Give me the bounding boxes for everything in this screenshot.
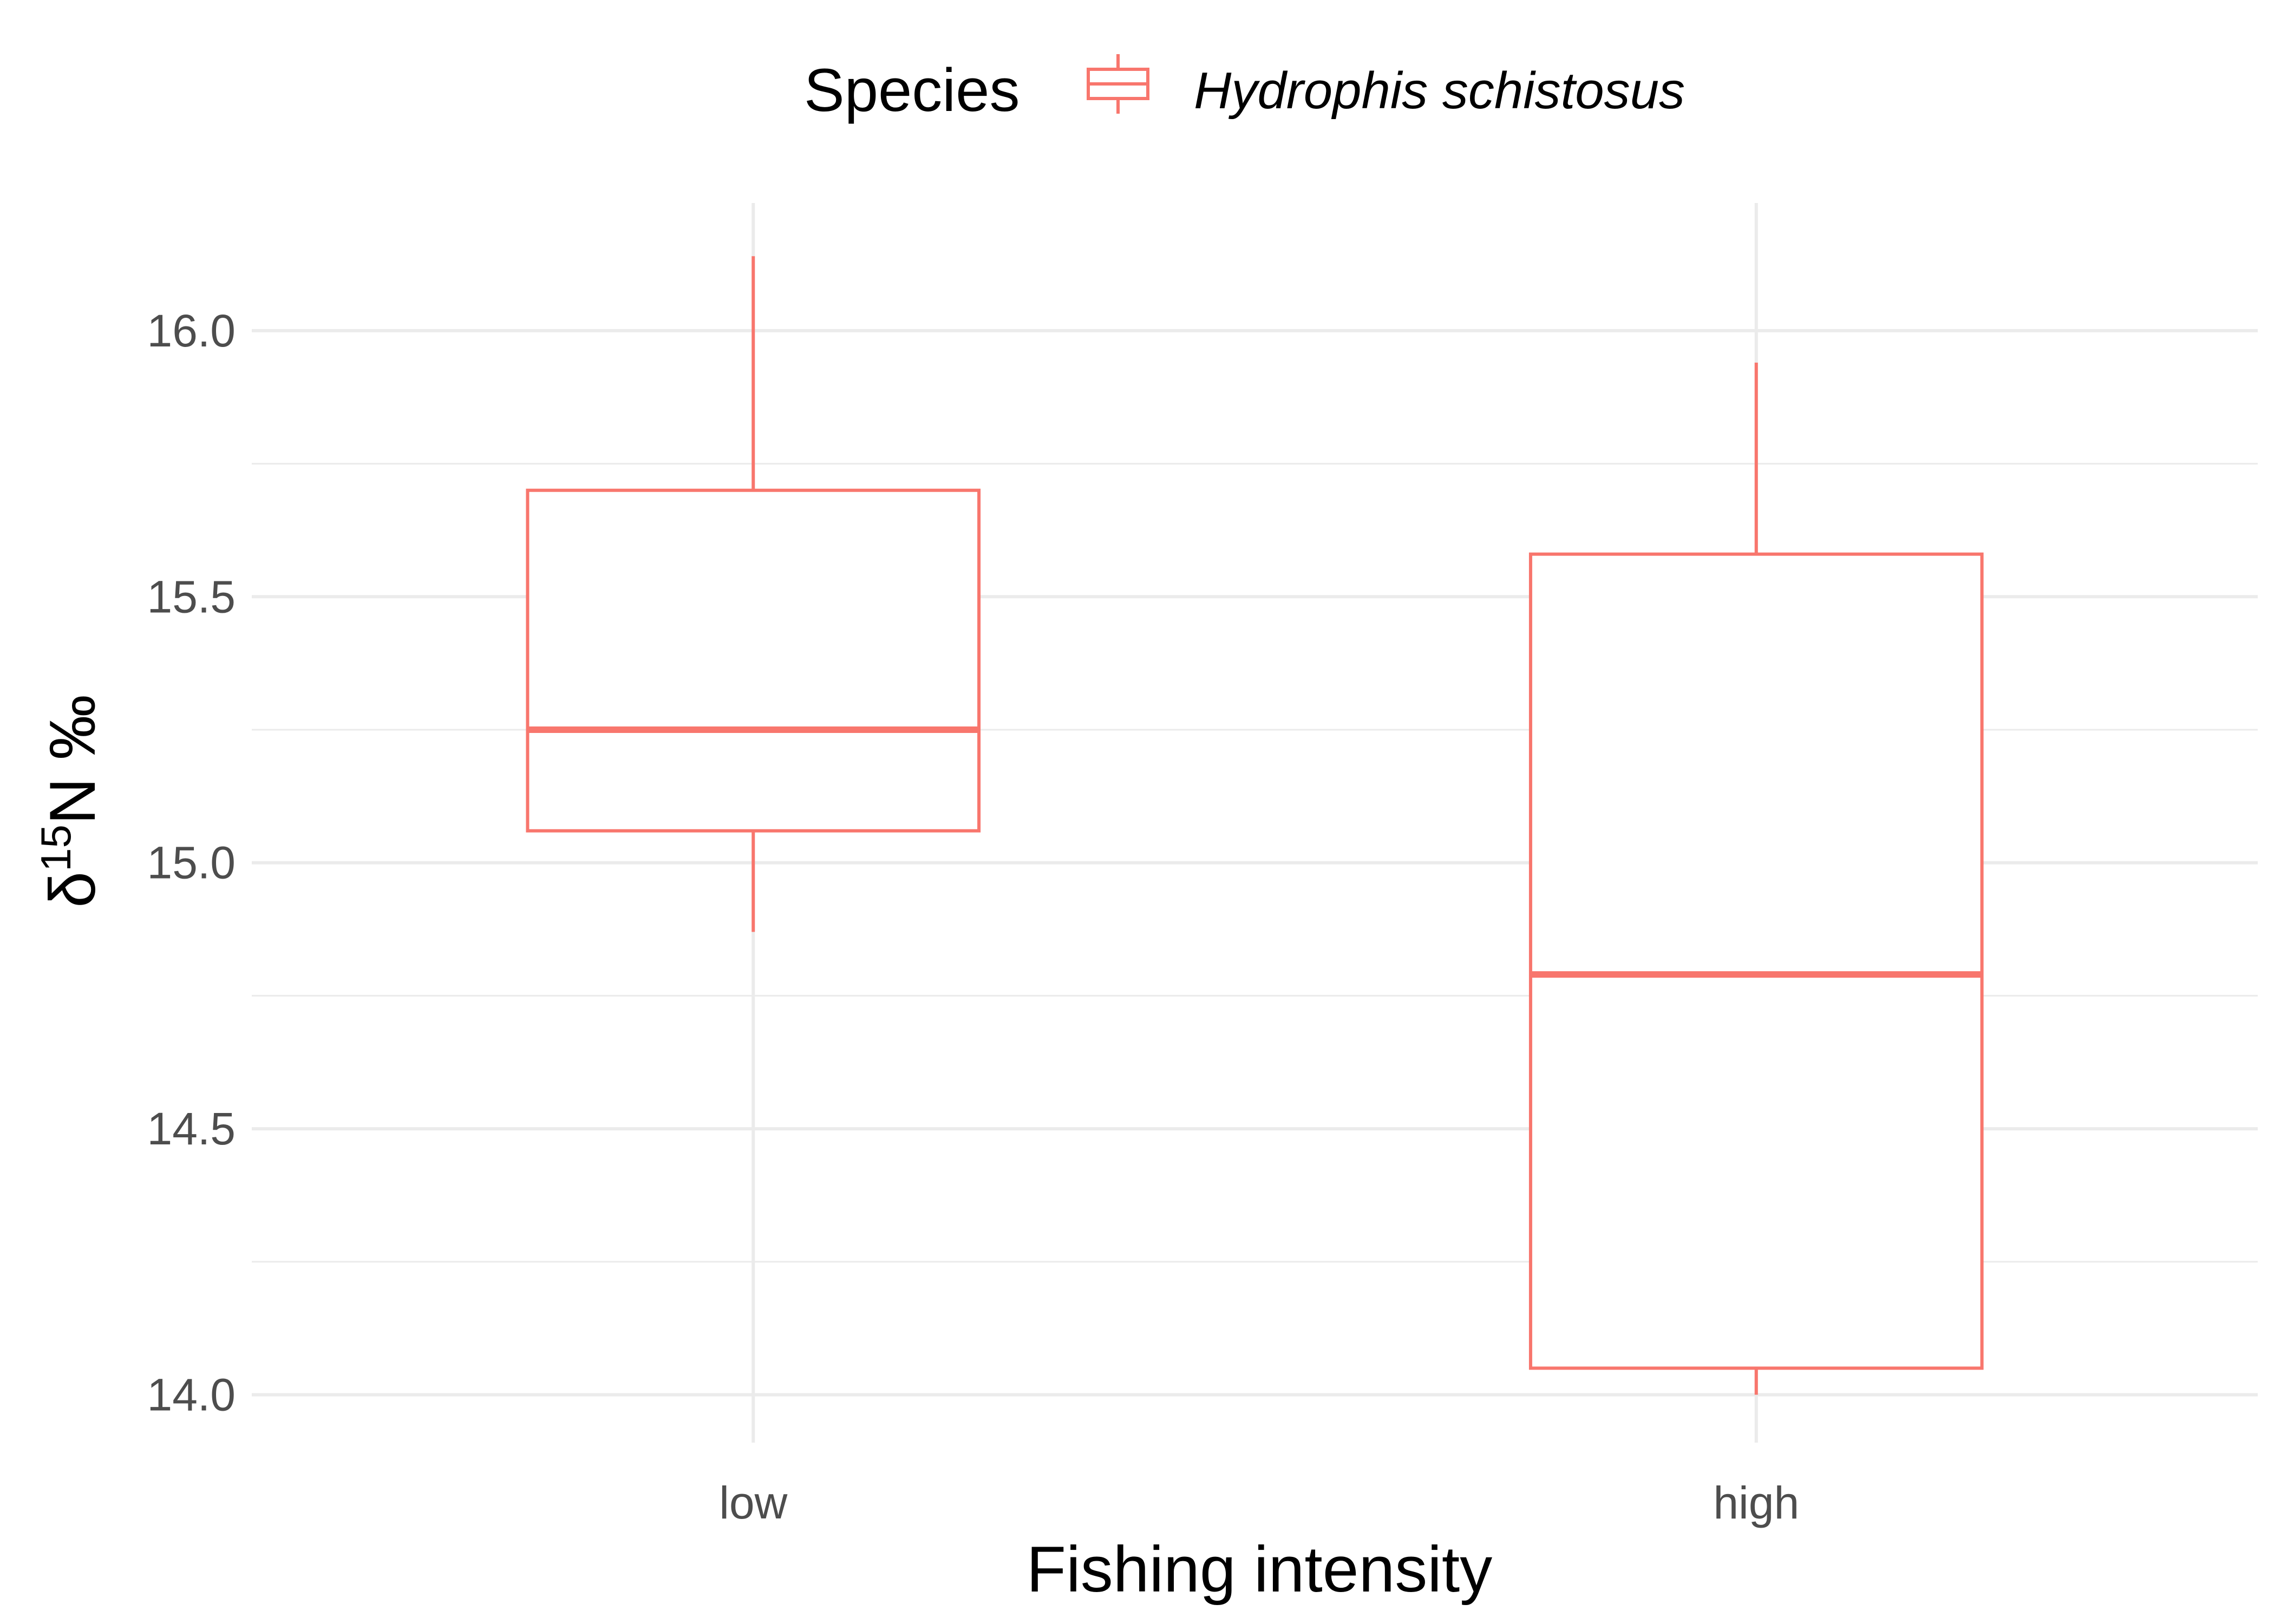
y-tick-label: 14.5 [147,1103,236,1154]
box-high [1528,362,1984,1395]
box-iqr [526,488,981,833]
x-axis-title: Fishing intensity [1027,1533,1492,1606]
box-iqr [1528,552,1984,1370]
x-tick-label: low [719,1477,787,1528]
legend: Species Hydrophis schistosus [804,54,1685,124]
box-series [526,256,1984,1395]
x-tick-label: high [1713,1477,1799,1528]
y-tick-label: 15.5 [147,571,236,622]
y-axis-title-suffix: N ‰ [36,695,109,824]
y-tick-label: 14.0 [147,1370,236,1420]
box-low [526,256,981,932]
y-axis-title: δ15N ‰ [32,695,109,908]
legend-title: Species [804,56,1020,124]
x-axis-ticks: low high [719,1477,1799,1528]
y-axis-title-superscript: 15 [32,824,80,872]
y-tick-label: 16.0 [147,305,236,356]
legend-item-label: Hydrophis schistosus [1194,62,1685,120]
y-axis-ticks: 14.0 14.5 15.0 15.5 16.0 [147,305,236,1420]
y-axis-title-prefix: δ [36,872,109,908]
legend-key-box-icon [1087,54,1149,114]
y-tick-label: 15.0 [147,837,236,888]
